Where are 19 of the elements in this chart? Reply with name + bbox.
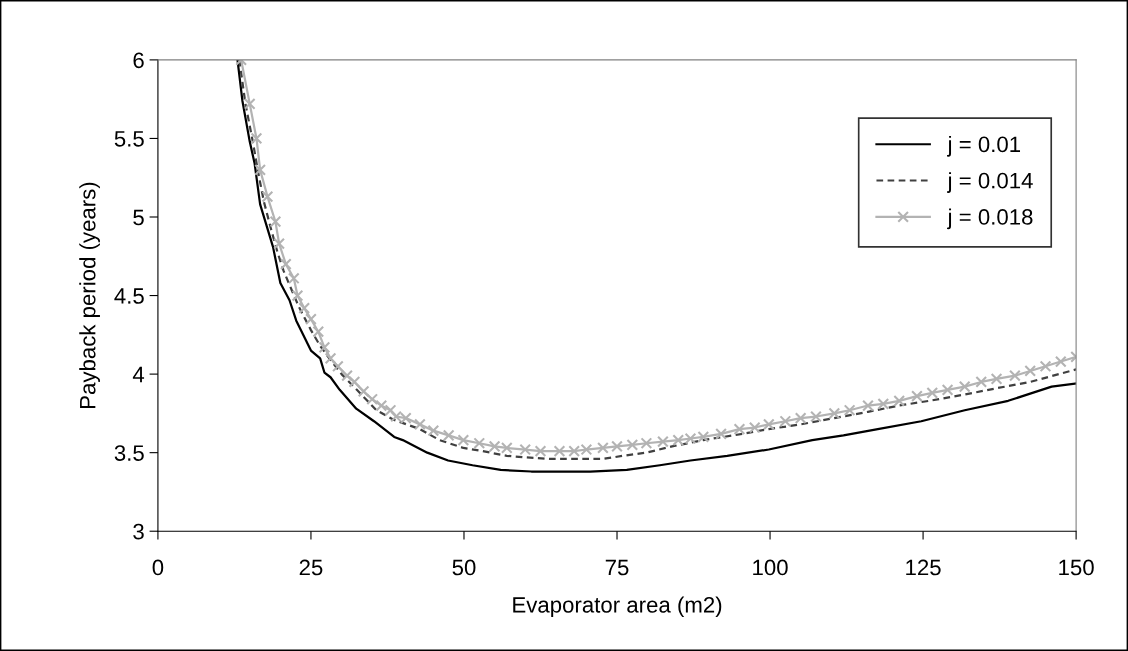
x-tick-label: 25 [299,559,323,576]
legend-label: j = 0.018 [947,208,1033,230]
y-tick-label: 4 [132,366,145,383]
legend-label: j = 0.014 [947,172,1033,193]
x-tick-label: 50 [452,559,476,576]
x-tick-label: 75 [605,559,629,576]
y-tick-label: 3 [133,523,144,540]
x-tick-label: 125 [906,559,941,576]
x-axis-title: Evaporator area (m2) [513,596,722,618]
x-tick-label: 150 [1059,559,1094,576]
y-tick-label: 3.5 [114,445,144,461]
legend-label: j = 0.01 [947,135,1021,157]
y-tick-label: 5.5 [114,131,144,147]
y-tick-label: 5 [133,209,144,226]
x-tick-label: 100 [753,559,788,576]
y-tick-label: 6 [133,52,144,69]
y-axis-title: Payback period (years) [79,182,100,408]
x-tick-label: 0 [152,559,164,576]
y-tick-label: 4.5 [114,288,144,304]
